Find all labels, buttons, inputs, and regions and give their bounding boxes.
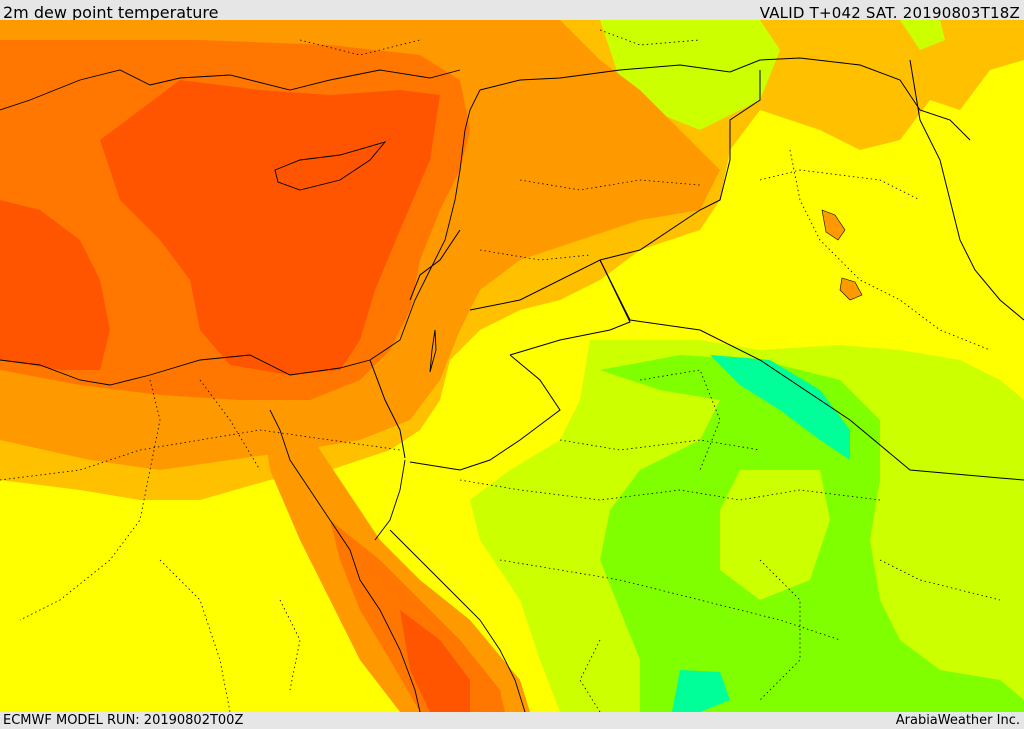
map-canvas	[0, 20, 1024, 712]
coast-dead-sea	[429, 329, 437, 373]
footer-bar	[0, 712, 1024, 729]
border-egypt-israel	[369, 359, 406, 459]
field-redsea-core	[400, 610, 470, 712]
coast-turkey	[0, 69, 461, 111]
border-syria-iraq-north	[599, 70, 761, 261]
coast-sinai-east	[374, 459, 406, 541]
field-yellowgreen-pocket	[720, 470, 830, 600]
header-bar	[0, 0, 1024, 20]
lake-tharthar	[821, 209, 846, 241]
map-title: 2m dew point temperature	[3, 3, 219, 22]
border-syria-iraq	[599, 259, 1024, 481]
field-red-core	[100, 80, 440, 375]
border-turkey-syria	[479, 57, 971, 141]
coast-gulf-suez	[269, 409, 421, 712]
admin-boundaries	[0, 29, 1001, 712]
model-run-label: ECMWF MODEL RUN: 20190802T00Z	[3, 713, 244, 728]
field-red-west	[0, 200, 110, 370]
dewpoint-map[interactable]	[0, 20, 1024, 712]
border-syria-lebanon	[409, 229, 461, 301]
coast-cyprus	[274, 141, 387, 191]
field-yellowgreen-northeast	[900, 20, 945, 50]
field-redsea-orange	[260, 400, 530, 712]
border-iraq-iran	[909, 59, 1024, 321]
valid-time: VALID T+042 SAT. 20190803T18Z	[759, 4, 1020, 22]
country-borders	[369, 57, 1024, 481]
coast-arabia-west	[389, 529, 526, 712]
border-jordan-saudi-south	[409, 354, 561, 471]
field-springgreen-2	[672, 670, 730, 712]
credit-label: ArabiaWeather Inc.	[895, 713, 1020, 728]
lake-razzaza	[839, 277, 863, 301]
field-springgreen-1	[710, 355, 850, 460]
field-redsea-red	[330, 520, 505, 712]
border-jordan-saudi	[469, 259, 631, 356]
